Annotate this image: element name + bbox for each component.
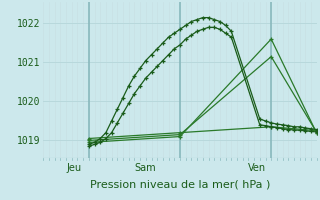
Text: Jeu: Jeu: [66, 163, 81, 173]
Text: Sam: Sam: [134, 163, 156, 173]
Text: Ven: Ven: [248, 163, 267, 173]
Text: Pression niveau de la mer( hPa ): Pression niveau de la mer( hPa ): [90, 180, 270, 190]
